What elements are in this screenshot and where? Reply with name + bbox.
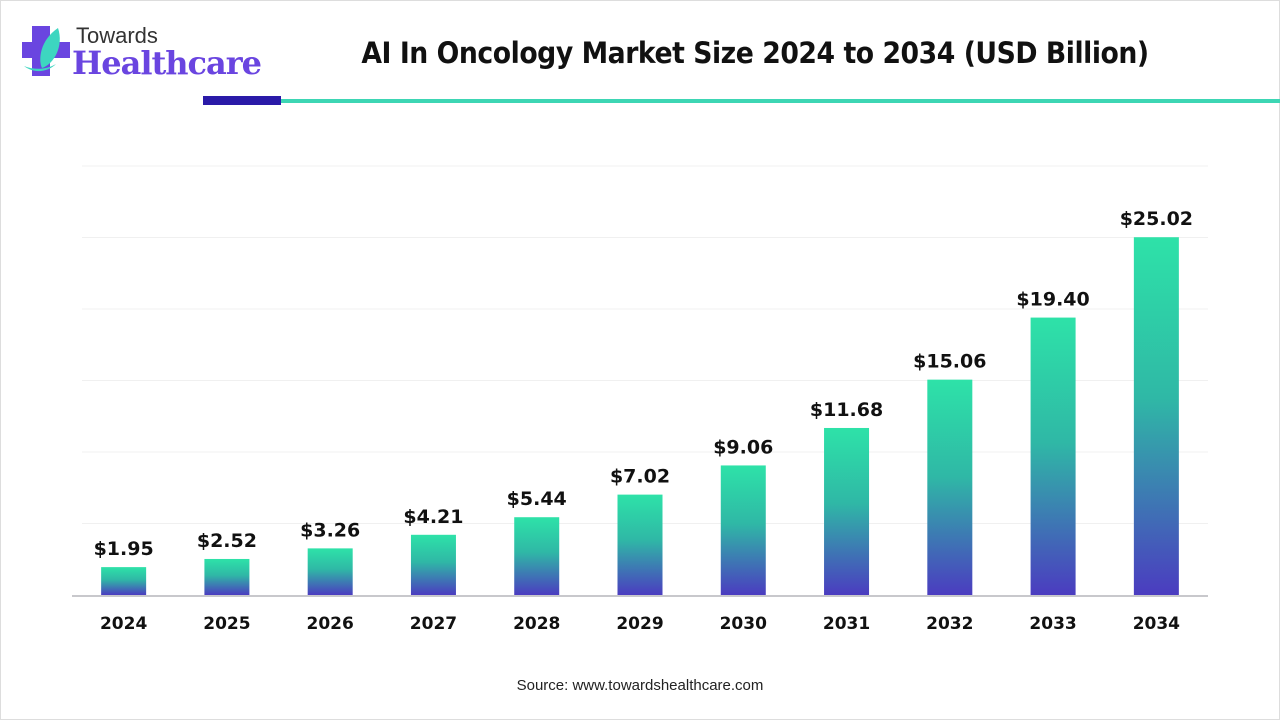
x-tick-label: 2029	[616, 614, 663, 634]
title-underline-teal	[281, 99, 1280, 103]
bar-2029	[617, 494, 663, 595]
bar-2034	[1133, 237, 1179, 596]
data-label: $25.02	[1120, 208, 1193, 230]
bar-2027	[410, 534, 456, 595]
data-label: $19.40	[1016, 289, 1089, 311]
chart-title: AI In Oncology Market Size 2024 to 2034 …	[361, 36, 1149, 70]
data-label: $3.26	[300, 519, 360, 541]
data-label: $7.02	[610, 466, 670, 488]
logo-text-healthcare: Healthcare	[72, 44, 262, 82]
x-tick-label: 2031	[823, 614, 870, 634]
x-tick-label: 2027	[410, 614, 457, 634]
bar-2030	[720, 465, 766, 595]
bar-2028	[514, 517, 560, 595]
data-label: $15.06	[913, 351, 986, 373]
bar-2033	[1030, 317, 1076, 595]
bar-2031	[824, 427, 870, 595]
data-label: $9.06	[713, 436, 773, 458]
x-tick-label: 2025	[203, 614, 250, 634]
x-tick-label: 2024	[100, 614, 147, 634]
data-label: $4.21	[403, 506, 463, 528]
x-tick-label: 2030	[720, 614, 767, 634]
medical-cross-leaf-icon	[22, 26, 70, 76]
x-tick-label: 2034	[1133, 614, 1180, 634]
logo-text-towards: Towards	[76, 23, 158, 48]
logo: Towards Healthcare	[20, 20, 262, 85]
data-label: $2.52	[197, 530, 257, 552]
data-label: $1.95	[94, 538, 154, 560]
x-tick-label: 2033	[1029, 614, 1076, 634]
x-tick-label: 2028	[513, 614, 560, 634]
title-underline-dark	[203, 96, 281, 105]
x-tick-label: 2032	[926, 614, 973, 634]
bar-2024	[101, 567, 147, 595]
bar-2032	[927, 379, 973, 595]
data-label: $11.68	[810, 399, 883, 421]
x-tick-label: 2026	[307, 614, 354, 634]
data-label: $5.44	[507, 488, 567, 510]
bar-2026	[307, 548, 353, 595]
source-note: Source: www.towardshealthcare.com	[516, 677, 764, 694]
bar-2025	[204, 558, 250, 595]
